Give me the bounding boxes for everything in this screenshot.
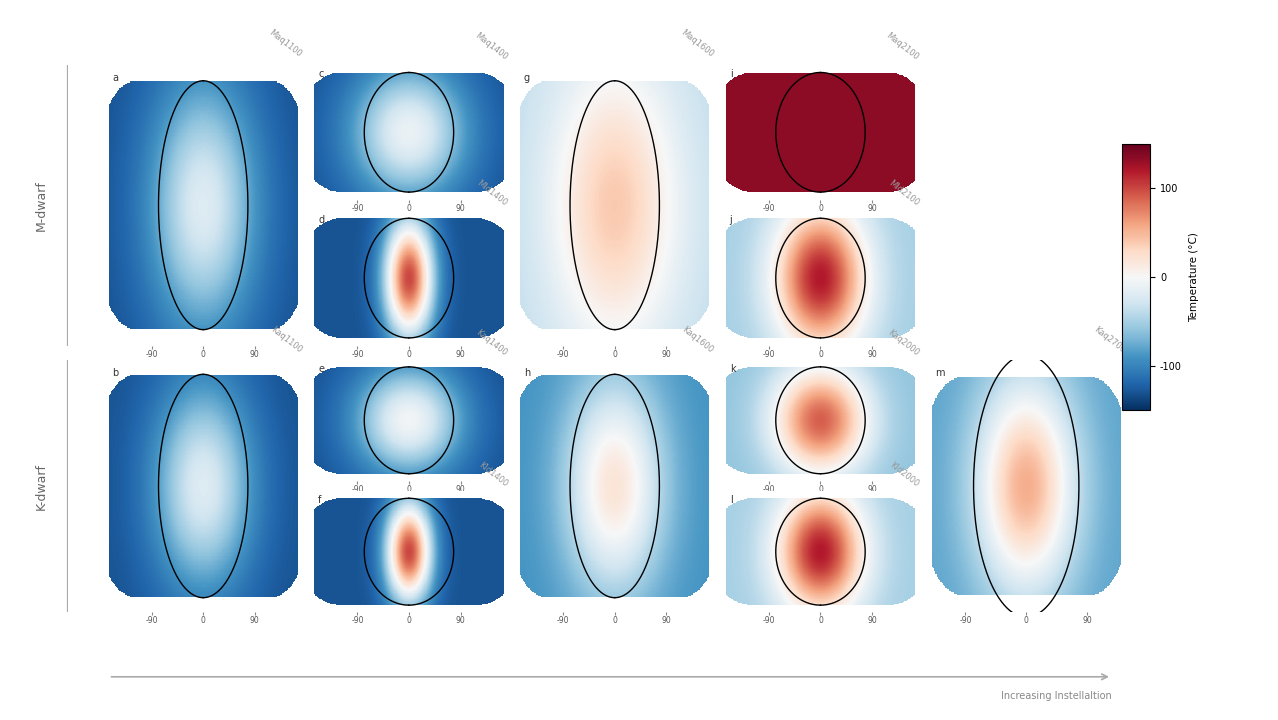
Text: i: i [730, 69, 732, 79]
Text: Kaq2000: Kaq2000 [886, 328, 920, 358]
Text: d: d [318, 215, 325, 225]
Text: Maq1600: Maq1600 [679, 28, 714, 59]
Text: Kaq2700: Kaq2700 [1091, 325, 1126, 355]
Text: Mld1400: Mld1400 [475, 179, 509, 208]
Text: g: g [524, 73, 530, 84]
Text: l: l [730, 495, 732, 505]
Text: Kld2000: Kld2000 [888, 461, 920, 489]
Text: Kaq1100: Kaq1100 [268, 325, 303, 355]
Text: f: f [318, 495, 322, 505]
Text: j: j [730, 215, 732, 225]
Text: Kaq1400: Kaq1400 [474, 328, 509, 358]
Text: Increasing Instellaltion: Increasing Instellaltion [1001, 691, 1112, 701]
Text: Mld2100: Mld2100 [887, 179, 920, 208]
Text: Maq2100: Maq2100 [884, 31, 920, 62]
Text: k: k [730, 364, 735, 374]
Text: K-dwarf: K-dwarf [35, 462, 47, 510]
Text: Kaq1600: Kaq1600 [680, 325, 714, 355]
Text: Kld1400: Kld1400 [477, 461, 509, 489]
Text: h: h [524, 367, 530, 377]
Text: e: e [318, 364, 325, 374]
Text: a: a [112, 73, 119, 84]
Text: m: m [935, 367, 944, 377]
Text: c: c [318, 69, 323, 79]
Text: Maq1100: Maq1100 [267, 28, 303, 59]
Text: Maq1400: Maq1400 [473, 31, 509, 62]
Text: M-dwarf: M-dwarf [35, 180, 47, 230]
Y-axis label: Temperature (°C): Temperature (°C) [1189, 233, 1199, 322]
Text: b: b [112, 367, 119, 377]
